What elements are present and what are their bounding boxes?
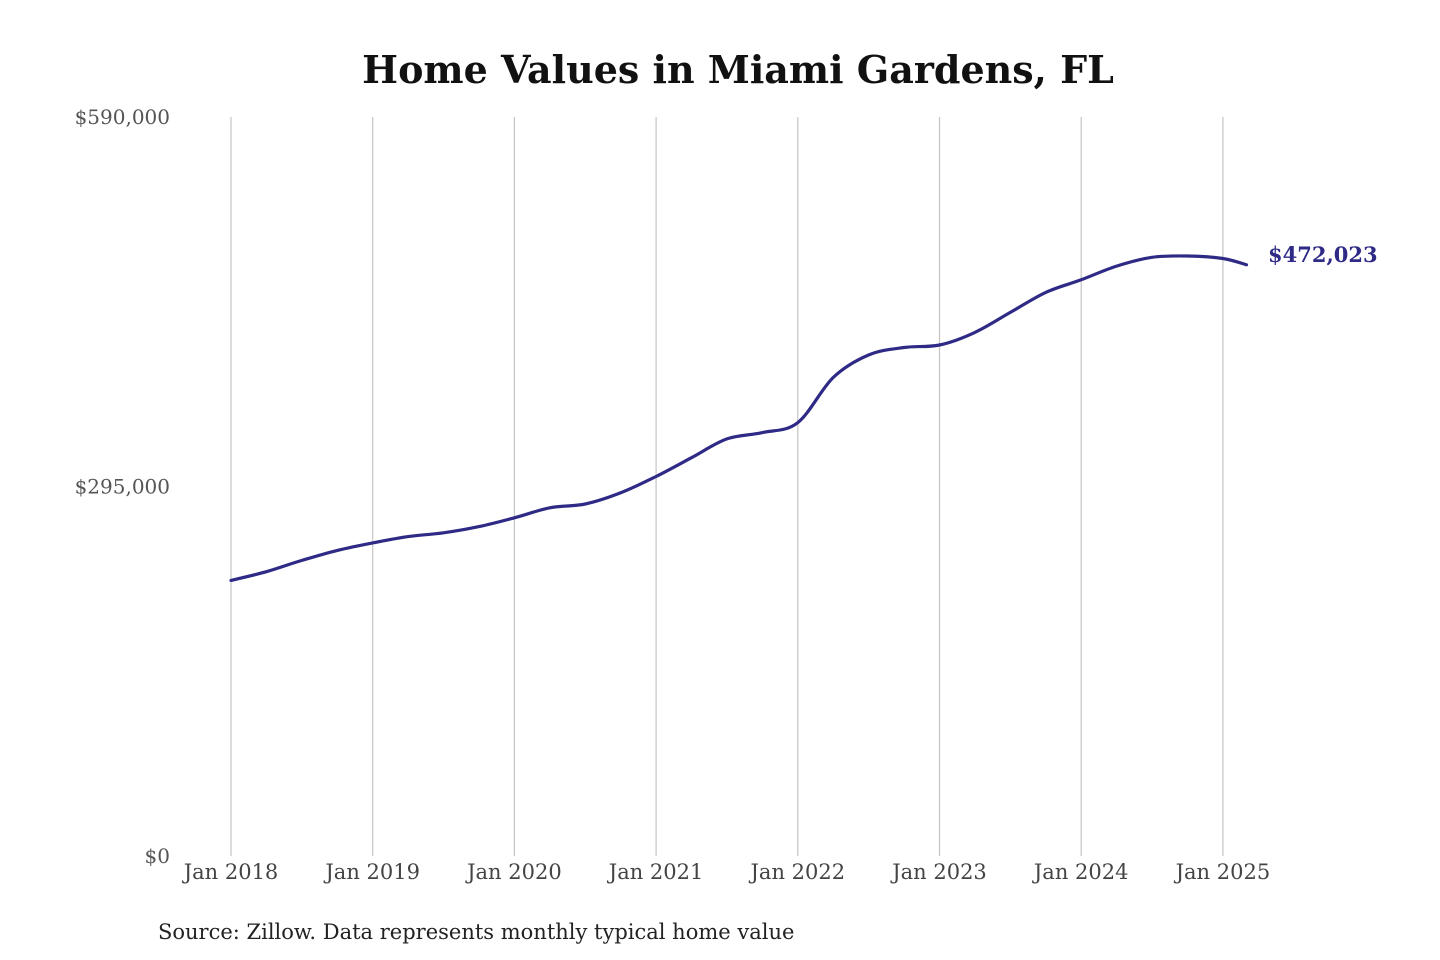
home-value-line xyxy=(229,254,1249,582)
x-tick-label: Jan 2024 xyxy=(1032,860,1129,884)
y-tick-label: $590,000 xyxy=(75,105,170,129)
y-axis-ticks: $0 $295,000 $590,000 xyxy=(75,105,170,868)
vertical-gridlines xyxy=(230,117,1224,856)
x-axis-ticks: Jan 2018 Jan 2019 Jan 2020 Jan 2021 Jan 2022… xyxy=(182,860,1270,884)
x-tick-label: Jan 2021 xyxy=(607,860,704,884)
chart-title: Home Values in Miami Gardens, FL xyxy=(362,47,1114,92)
x-tick-label: Jan 2022 xyxy=(749,860,846,884)
x-tick-label: Jan 2025 xyxy=(1174,860,1271,884)
latest-value-label: $472,023 xyxy=(1268,242,1378,267)
x-tick-label: Jan 2019 xyxy=(323,860,420,884)
source-note: Source: Zillow. Data represents monthly … xyxy=(158,920,794,944)
x-tick-label: Jan 2020 xyxy=(465,860,562,884)
x-tick-label: Jan 2018 xyxy=(182,860,279,884)
y-tick-label: $0 xyxy=(145,844,170,868)
y-tick-label: $295,000 xyxy=(75,475,170,499)
x-tick-label: Jan 2023 xyxy=(890,860,987,884)
